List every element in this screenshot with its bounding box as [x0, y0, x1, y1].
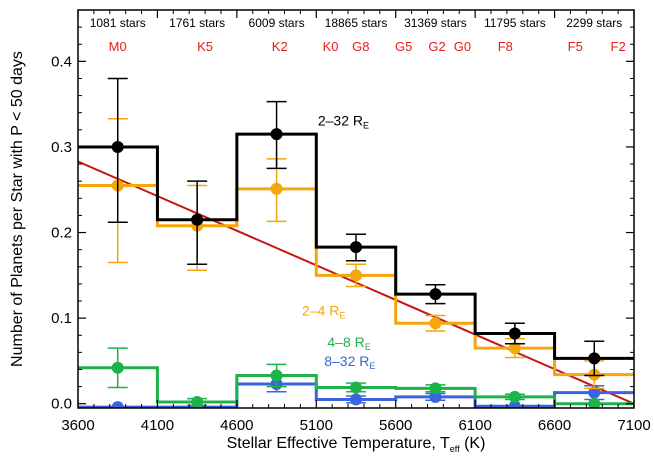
x-axis-title-main: Stellar Effective Temperature, T — [227, 435, 450, 452]
data-point — [350, 241, 362, 254]
data-point — [111, 140, 124, 153]
series-label-sub: E — [339, 311, 345, 321]
x-axis-title: Stellar Effective Temperature, Teff (K) — [227, 435, 486, 454]
x-tick-label: 3600 — [61, 417, 94, 434]
data-point — [508, 327, 521, 340]
x-tick-label: 5100 — [300, 417, 333, 434]
star-count-label: 31369 stars — [404, 16, 467, 30]
spectral-type-label: G8 — [352, 39, 369, 54]
star-count-label: 18865 stars — [325, 16, 388, 30]
spectral-type-label: G0 — [454, 39, 471, 54]
series-label-sub: E — [363, 121, 369, 131]
data-point — [270, 128, 283, 141]
spectral-type-label: F2 — [611, 39, 626, 54]
data-point — [350, 269, 362, 282]
series-label-main: 2–4 R — [302, 303, 339, 319]
star-count-label: 1081 stars — [90, 16, 146, 30]
data-point — [588, 352, 601, 365]
series-label-main: 4–8 R — [327, 334, 364, 350]
y-tick-label: 0.0 — [51, 396, 72, 413]
y-tick-label: 0.3 — [51, 139, 72, 156]
data-point — [270, 182, 283, 195]
data-point — [111, 361, 124, 374]
data-point — [111, 401, 124, 408]
x-axis-title-sub: eff — [450, 444, 460, 454]
star-count-label: 11795 stars — [484, 16, 546, 30]
x-tick-label: 5600 — [379, 417, 412, 434]
spectral-type-label: K0 — [323, 39, 339, 54]
y-tick-label: 0.4 — [51, 53, 72, 70]
plot-frame — [77, 9, 635, 409]
spectral-type-label: M0 — [109, 39, 127, 54]
series-label: 8–32 RE — [324, 353, 375, 371]
spectral-type-label: K2 — [272, 39, 288, 54]
data-point — [508, 390, 521, 403]
spectral-type-label: G5 — [395, 39, 412, 54]
star-count-label: 2299 stars — [566, 16, 622, 30]
x-tick-label: 6100 — [458, 417, 491, 434]
data-point — [588, 397, 601, 408]
star-count-label: 6009 stars — [249, 16, 305, 30]
spectral-type-label: K5 — [197, 39, 213, 54]
spectral-type-label: F8 — [498, 39, 513, 54]
series-group — [78, 77, 634, 377]
data-point — [429, 317, 442, 330]
data-point — [508, 400, 521, 408]
spectral-type-label: F5 — [568, 39, 583, 54]
series-label: 2–4 RE — [302, 303, 345, 321]
chart-labels: 3600 4100 4600 5100 5600 6100 6600 7100 0.0 0.1 0.… — [9, 10, 651, 454]
y-axis-title: Number of Planets per Star with P < 50 d… — [9, 51, 26, 367]
data-point — [508, 342, 521, 355]
plot-area — [78, 77, 634, 408]
x-tick-label: 4600 — [220, 417, 253, 434]
series-label-sub: E — [369, 361, 375, 371]
data-point — [350, 381, 362, 394]
series-group — [78, 347, 634, 408]
data-point — [429, 390, 442, 403]
series-label-main: 2–32 R — [318, 113, 363, 129]
series-label: 2–32 RE — [318, 113, 369, 131]
data-point — [429, 288, 442, 301]
x-tick-label: 4100 — [141, 417, 174, 434]
data-point — [429, 382, 442, 395]
series-label-sub: E — [365, 342, 371, 352]
data-point — [270, 369, 283, 382]
data-point — [588, 386, 601, 399]
series-label-main: 8–32 R — [324, 353, 369, 369]
data-point — [191, 213, 204, 226]
y-tick-label: 0.2 — [51, 225, 72, 242]
x-tick-label: 7100 — [617, 417, 650, 434]
data-point — [191, 396, 204, 408]
x-tick-label: 6600 — [538, 417, 571, 434]
x-axis-title-unit: (K) — [460, 435, 486, 452]
series-group — [78, 117, 634, 390]
spectral-type-label: G2 — [428, 39, 445, 54]
star-count-label: 1761 stars — [169, 16, 225, 30]
data-point — [350, 393, 362, 406]
series-label: 4–8 RE — [327, 334, 370, 352]
y-tick-label: 0.1 — [51, 310, 72, 327]
